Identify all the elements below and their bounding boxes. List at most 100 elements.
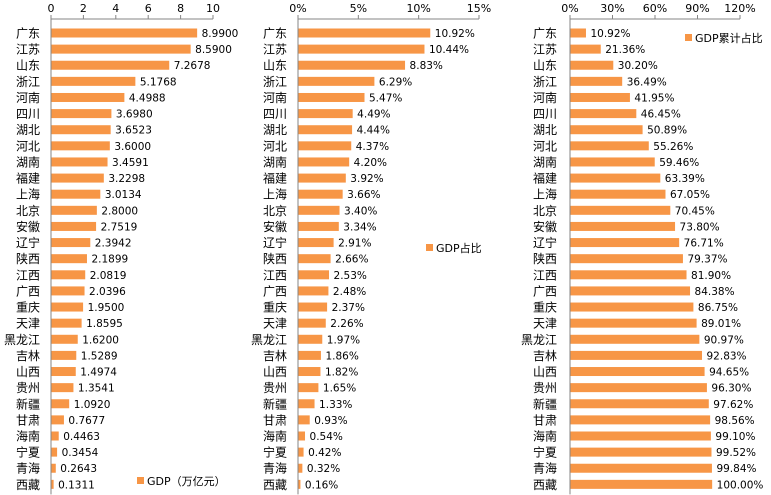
value-label: 55.26%: [653, 141, 693, 153]
bar: [570, 399, 709, 409]
value-label: 3.6980: [116, 109, 153, 121]
value-label: 4.49%: [357, 109, 390, 121]
category-label: 重庆: [533, 301, 557, 315]
bar: [298, 60, 406, 70]
value-label: 41.95%: [634, 92, 674, 104]
value-label: 94.65%: [709, 367, 749, 379]
bar: [51, 205, 97, 215]
category-label: 陕西: [263, 251, 287, 266]
value-label: 1.9500: [88, 302, 125, 314]
category-label: 河北: [533, 139, 557, 153]
category-label: 江西: [533, 268, 557, 282]
x-tick-label: 60%: [643, 2, 667, 15]
value-label: 100.00%: [717, 479, 764, 491]
category-label: 河北: [16, 139, 40, 153]
category-label: 江苏: [16, 43, 40, 57]
category-label: 广西: [533, 284, 557, 298]
category-label: 福建: [533, 171, 557, 186]
x-tick-label: 0: [48, 2, 55, 15]
value-label: 98.56%: [715, 415, 755, 427]
value-label: 1.82%: [325, 367, 358, 379]
category-label: 浙江: [16, 75, 40, 89]
category-label: 吉林: [533, 349, 557, 363]
value-label: 99.10%: [715, 431, 755, 443]
value-label: 3.4591: [112, 157, 149, 169]
category-label: 黑龙江: [251, 333, 287, 347]
value-label: 3.6000: [114, 141, 151, 153]
category-label: 广东: [16, 27, 40, 41]
value-label: 73.80%: [680, 221, 720, 233]
category-label: 湖南: [533, 154, 557, 169]
bar: [51, 415, 64, 425]
bar: [570, 463, 712, 473]
category-label: 西藏: [263, 478, 287, 492]
category-label: 贵州: [263, 381, 287, 395]
x-tick-label: 10: [206, 2, 220, 15]
category-label: 西藏: [16, 478, 40, 492]
bar: [570, 415, 711, 425]
bar: [298, 479, 301, 489]
bar: [51, 318, 82, 328]
bar: [570, 205, 671, 215]
category-label: 陕西: [16, 251, 40, 266]
gdp-chart: 0 2 4 6 8 10 广东 8.9900 江苏 8.5900 山东 7.2678 浙江 5.1768 河…: [4, 2, 238, 495]
x-tick-label: 10%: [406, 2, 430, 15]
bar: [298, 189, 343, 199]
value-label: 7.2678: [174, 60, 211, 72]
category-label: 北京: [263, 204, 287, 218]
value-label: 3.92%: [350, 173, 383, 185]
bar: [570, 254, 683, 264]
value-label: 50.89%: [647, 125, 687, 137]
bar: [570, 44, 601, 54]
bar: [298, 318, 326, 328]
value-label: 2.8000: [101, 205, 138, 217]
category-label: 湖南: [16, 154, 40, 169]
category-label: 福建: [16, 171, 40, 186]
bar: [570, 286, 691, 296]
gdp-cumulative-share-chart: 0% 30% 60% 90% 120% 广东 10.92% 江苏 21.36% 山东 30.20% 浙…: [521, 2, 764, 495]
bar: [298, 463, 303, 473]
bar: [51, 125, 111, 135]
value-label: 0.7677: [68, 415, 105, 427]
category-label: 福建: [263, 171, 287, 186]
category-label: 江西: [263, 268, 287, 282]
bar: [298, 431, 306, 441]
bar: [298, 205, 340, 215]
bar: [51, 254, 87, 264]
value-label: 2.7519: [101, 221, 138, 233]
bar: [570, 173, 661, 183]
legend-swatch: [426, 244, 433, 251]
bar: [51, 157, 108, 167]
category-label: 山西: [263, 365, 287, 379]
bar: [298, 44, 425, 54]
value-label: 0.4463: [63, 431, 100, 443]
value-label: 6.29%: [379, 76, 412, 88]
bar: [298, 141, 352, 151]
category-label: 辽宁: [16, 235, 40, 250]
category-label: 甘肃: [263, 413, 287, 427]
bar: [51, 28, 198, 38]
category-label: 四川: [16, 107, 40, 121]
category-label: 江苏: [533, 43, 557, 57]
bar: [51, 173, 104, 183]
category-label: 河南: [263, 90, 287, 105]
bar: [570, 383, 707, 393]
category-label: 新疆: [263, 396, 287, 411]
x-tick-label: 2: [80, 2, 87, 15]
category-label: 吉林: [263, 349, 287, 363]
value-label: 97.62%: [713, 399, 753, 411]
category-label: 海南: [533, 429, 557, 444]
category-label: 宁夏: [533, 445, 557, 460]
value-label: 8.83%: [410, 60, 443, 72]
value-label: 86.75%: [698, 302, 738, 314]
bar: [51, 60, 170, 70]
value-label: 76.71%: [684, 238, 724, 250]
value-label: 2.66%: [335, 254, 368, 266]
value-label: 92.83%: [707, 350, 747, 362]
category-label: 山东: [16, 59, 40, 73]
bar: [298, 399, 315, 409]
value-label: 99.52%: [716, 447, 756, 459]
category-label: 新疆: [16, 396, 40, 411]
category-label: 四川: [263, 107, 287, 121]
category-label: 浙江: [533, 75, 557, 89]
